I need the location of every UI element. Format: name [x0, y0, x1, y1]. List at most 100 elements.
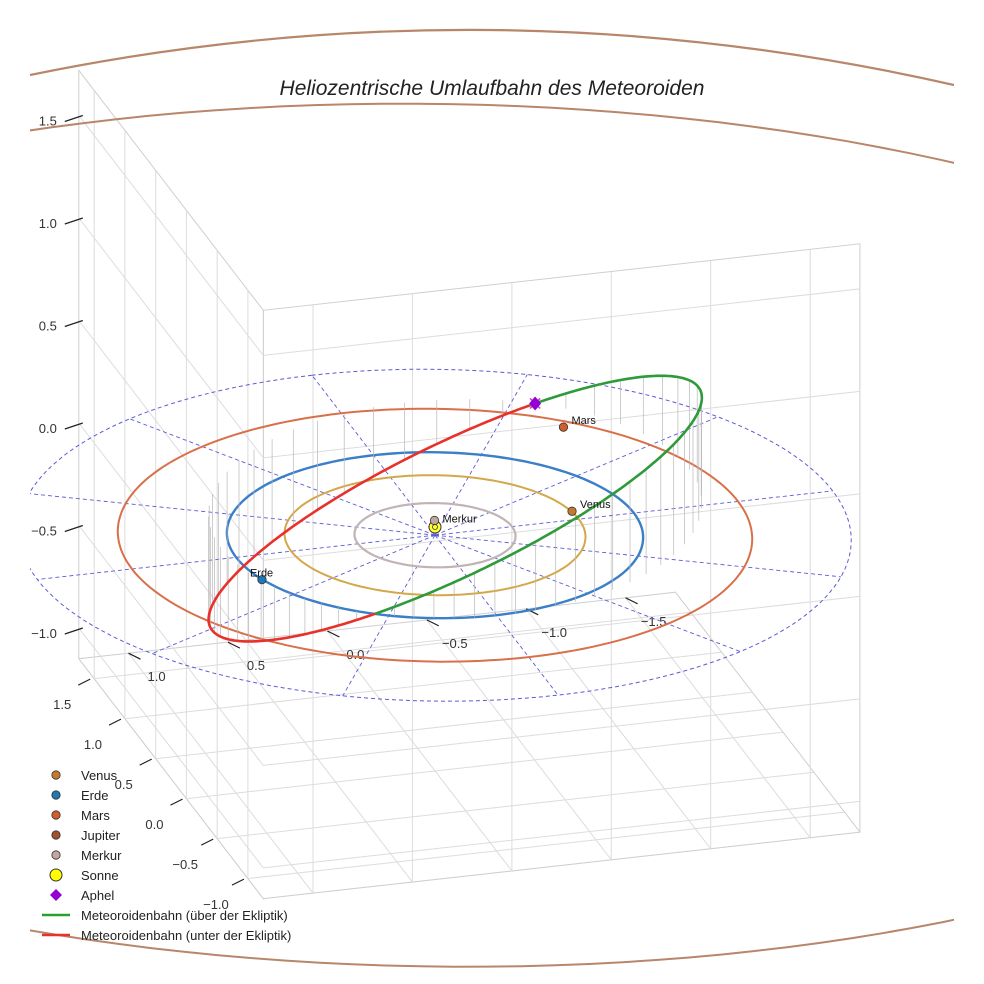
- tick-label-z: 0.0: [39, 421, 57, 436]
- grid-line-y: [327, 282, 513, 873]
- legend-item: Jupiter: [51, 828, 121, 843]
- grid-line-y: [525, 260, 712, 851]
- tick-y: [426, 619, 440, 627]
- legend-label: Erde: [81, 788, 108, 803]
- legend-item: Mars: [51, 808, 110, 823]
- tick-label-z: 1.5: [39, 113, 57, 128]
- orbit-erde: [225, 451, 645, 620]
- planet-erde: [257, 575, 267, 585]
- ecliptic-spoke: [434, 416, 719, 536]
- planet-mars: [558, 422, 569, 432]
- grid-line-z: [78, 627, 860, 869]
- legend-dot: [51, 770, 61, 780]
- tick-label-x: 1.5: [53, 697, 71, 712]
- planet-venus: [567, 506, 577, 516]
- tick-y: [327, 630, 340, 638]
- legend-label: Venus: [81, 768, 118, 783]
- tick-x: [200, 838, 214, 846]
- axis-ticks: −1.0 −0.5 0.0 0.5 1.0 1.5 −1.0 −0.5 0.0 0.5 1.0 1.5…: [31, 113, 666, 912]
- grid-line-x: [93, 90, 691, 680]
- tick-label-z: 0.5: [39, 318, 57, 333]
- tick-label-y: 0.5: [247, 658, 265, 673]
- grid-line-y: [426, 271, 612, 862]
- legend-label: Mars: [81, 808, 110, 823]
- axis-grid: [77, 68, 861, 901]
- tick-z: [64, 627, 83, 635]
- tick-x: [108, 718, 122, 726]
- legend-dot: [51, 790, 61, 800]
- ecliptic-spoke: [151, 534, 436, 655]
- grid-line-z: [78, 115, 860, 356]
- grid-line-x: [124, 130, 722, 720]
- legend-item: Meteoroidenbahn (über der Ekliptik): [42, 908, 288, 923]
- grid-line-x: [155, 170, 753, 760]
- tick-z: [64, 319, 83, 328]
- orbit-jupiter-arc: [30, 28, 954, 87]
- grid-line-y: [625, 249, 811, 840]
- tick-label-y: 0.0: [346, 647, 364, 662]
- chart-title: Heliozentrische Umlaufbahn des Meteoroid…: [280, 77, 705, 100]
- tick-label-y: −0.5: [442, 636, 468, 651]
- orbit-merkur: [353, 502, 517, 569]
- orbit-venus: [283, 474, 587, 597]
- planet-label-merkur: Merkur: [442, 513, 477, 525]
- meteoroid-orbit-above: [374, 374, 704, 615]
- orbit-scene: Venus Erde Mars Merkur: [30, 28, 954, 968]
- grid-line-y: [128, 304, 314, 895]
- tick-z: [64, 217, 83, 225]
- tick-x: [231, 878, 245, 886]
- legend-label: Merkur: [81, 848, 122, 863]
- legend-sun: [49, 868, 63, 882]
- tick-label-x: −0.5: [172, 857, 198, 872]
- grid-line-z: [78, 525, 860, 766]
- legend-diamond: [50, 889, 62, 901]
- planet-label-venus: Venus: [580, 499, 611, 511]
- tick-z: [64, 114, 83, 123]
- legend-item: Merkur: [51, 848, 122, 863]
- tick-label-y: −1.0: [541, 625, 567, 640]
- grid-line-z: [78, 422, 860, 664]
- orbit-jupiter: [30, 102, 954, 968]
- tick-y: [128, 652, 141, 660]
- tick-x: [139, 758, 152, 766]
- legend-item: Venus: [51, 768, 118, 783]
- tick-label-x: 1.0: [84, 737, 102, 752]
- tick-y: [625, 597, 638, 605]
- meteoroid-orbit-below: [207, 404, 531, 643]
- legend-item: Sonne: [49, 868, 119, 883]
- tick-x: [170, 798, 183, 806]
- legend: Venus Erde Mars Jupiter Merkur Sonne Aphel Mete…: [42, 768, 291, 943]
- grid-line-z: [78, 217, 860, 459]
- legend-label: Meteoroidenbahn (über der Ekliptik): [81, 908, 288, 923]
- planet-label-mars: Mars: [571, 415, 596, 427]
- tick-label-y: −1.5: [641, 614, 667, 629]
- ecliptic-spoke: [434, 490, 833, 536]
- legend-item: Erde: [51, 788, 108, 803]
- legend-label: Sonne: [81, 868, 119, 883]
- planet-merkur: [429, 515, 440, 526]
- tick-label-y: 1.0: [147, 669, 165, 684]
- tick-x: [77, 678, 91, 686]
- legend-item: Meteoroidenbahn (unter der Ekliptik): [42, 928, 291, 943]
- orbit-mars: [116, 407, 754, 663]
- legend-dot: [51, 810, 61, 820]
- grid-line-x: [185, 210, 784, 800]
- ecliptic-spoke: [37, 534, 436, 580]
- tick-label-z: −0.5: [31, 523, 57, 538]
- grid-pane-2: [77, 591, 861, 900]
- tick-label-z: 1.0: [39, 216, 57, 231]
- legend-dot: [51, 830, 61, 840]
- legend-label: Jupiter: [81, 828, 121, 843]
- legend-label: Meteoroidenbahn (unter der Ekliptik): [81, 928, 291, 943]
- tick-label-x: 0.0: [145, 817, 163, 832]
- grid-line-y: [227, 293, 413, 884]
- legend-label: Aphel: [81, 888, 114, 903]
- tick-label-z: −1.0: [31, 626, 57, 641]
- tick-z: [64, 524, 83, 533]
- grid-line-x: [247, 290, 845, 880]
- tick-y: [227, 641, 241, 649]
- planet-label-erde: Erde: [250, 568, 273, 580]
- aphel-marker: [529, 396, 542, 411]
- legend-dot: [51, 850, 61, 860]
